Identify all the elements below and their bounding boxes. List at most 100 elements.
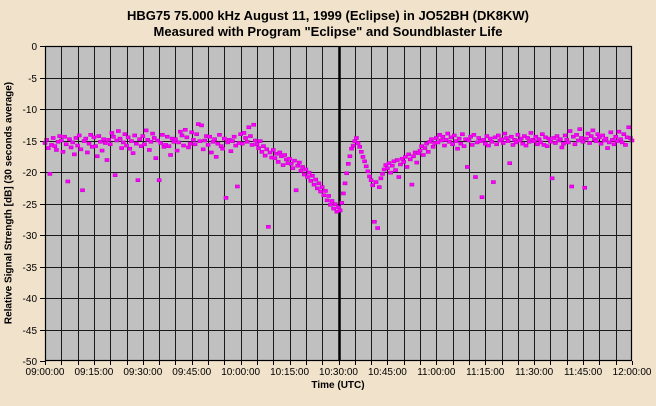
data-point <box>376 185 382 189</box>
data-point <box>215 141 221 146</box>
data-point <box>44 138 49 142</box>
data-point <box>388 170 393 175</box>
data-point <box>505 139 511 143</box>
data-point <box>404 165 410 169</box>
data-point <box>569 184 574 189</box>
data-point <box>94 154 100 159</box>
data-point <box>241 131 247 135</box>
data-point <box>50 136 56 140</box>
data-point <box>544 144 550 148</box>
data-point <box>473 175 478 179</box>
data-point <box>98 139 103 144</box>
data-point <box>561 141 566 146</box>
data-point <box>553 141 558 145</box>
data-point <box>239 141 245 146</box>
data-point <box>585 131 591 136</box>
data-point <box>231 134 237 139</box>
data-point <box>567 129 573 133</box>
data-point <box>526 139 532 144</box>
data-point <box>65 179 71 184</box>
data-point <box>471 133 477 137</box>
data-point <box>192 142 198 147</box>
data-point <box>293 188 299 193</box>
data-point <box>292 158 297 163</box>
data-point <box>254 142 260 147</box>
data-point <box>130 151 136 155</box>
data-point <box>129 139 134 143</box>
data-point <box>104 158 110 162</box>
data-point <box>301 172 307 177</box>
data-point <box>70 140 76 145</box>
data-point <box>321 193 327 198</box>
data-point <box>515 133 521 137</box>
data-point <box>59 138 64 143</box>
data-point <box>261 144 266 148</box>
data-point <box>187 141 193 146</box>
data-point <box>228 149 234 154</box>
data-point <box>518 136 524 141</box>
data-point <box>367 174 372 179</box>
data-point <box>199 123 204 128</box>
data-point <box>570 134 576 139</box>
data-point <box>323 189 328 193</box>
data-point <box>93 144 98 148</box>
data-point <box>378 176 384 181</box>
data-point <box>63 142 69 147</box>
data-point <box>319 185 325 189</box>
data-point <box>562 133 568 138</box>
data-point <box>262 153 268 158</box>
data-point <box>134 141 139 146</box>
data-point <box>88 133 93 137</box>
data-point <box>504 136 509 140</box>
x-tick-label: 09:15:00 <box>74 367 113 378</box>
data-point <box>536 137 542 142</box>
data-point <box>45 146 51 150</box>
data-point <box>57 134 62 138</box>
data-point <box>297 160 302 165</box>
data-point <box>487 136 493 141</box>
data-point <box>375 226 380 230</box>
data-point <box>107 142 113 147</box>
x-tick-label: 11:00:00 <box>417 367 456 378</box>
data-point <box>305 175 310 179</box>
data-point <box>109 131 115 135</box>
data-point <box>91 135 97 140</box>
data-point <box>158 141 164 145</box>
data-point <box>535 142 540 147</box>
data-point <box>251 122 257 127</box>
data-point <box>355 141 361 145</box>
data-point <box>181 143 186 148</box>
y-tick-label: -15 <box>23 137 38 148</box>
data-point <box>580 139 586 144</box>
y-tick-label: -45 <box>23 326 38 337</box>
data-point <box>114 138 120 143</box>
data-point <box>243 136 248 140</box>
data-point <box>96 134 102 138</box>
data-point <box>244 139 250 144</box>
y-tick-label: -40 <box>23 294 38 305</box>
data-point <box>67 137 72 142</box>
data-point <box>566 140 571 145</box>
data-point <box>557 137 563 142</box>
data-point <box>559 145 565 150</box>
data-point <box>611 142 617 147</box>
data-point <box>308 179 314 183</box>
data-point <box>482 141 488 146</box>
data-point <box>373 180 379 184</box>
data-point <box>138 144 144 148</box>
data-point <box>119 146 124 150</box>
data-point <box>156 178 162 182</box>
data-point <box>626 125 632 130</box>
data-point <box>458 141 464 146</box>
data-point <box>606 140 612 145</box>
data-point <box>318 189 323 194</box>
chart-title: HBG75 75.000 kHz August 11, 1999 (Eclips… <box>127 8 529 23</box>
data-point <box>147 148 152 152</box>
data-point <box>256 146 261 150</box>
data-point <box>316 181 322 186</box>
data-point <box>153 156 159 160</box>
data-point <box>499 137 504 142</box>
data-point <box>401 160 407 164</box>
data-point <box>235 184 240 189</box>
